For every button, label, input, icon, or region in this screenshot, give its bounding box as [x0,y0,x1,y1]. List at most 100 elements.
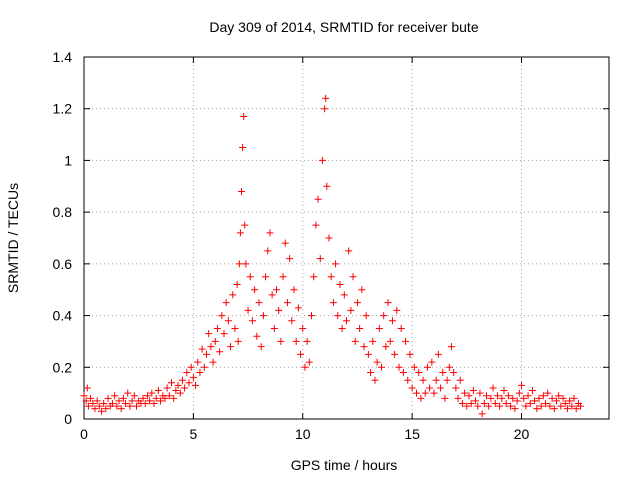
data-point [288,317,296,325]
data-point [240,112,248,120]
data-point [345,247,353,255]
data-point [100,399,108,407]
data-point [520,394,528,402]
data-point [229,291,237,299]
data-point [384,299,392,307]
data-point [393,306,401,314]
data-point [126,402,134,410]
data-point [257,343,265,351]
data-point [432,376,440,384]
data-point [297,350,305,358]
data-point [476,389,484,397]
data-point [316,255,324,263]
data-point [577,402,585,410]
data-point [277,337,285,345]
data-point [472,397,480,405]
data-point [415,368,423,376]
data-point [178,376,186,384]
data-point [192,381,200,389]
data-point [157,397,165,405]
data-point [474,402,482,410]
data-point [555,392,563,400]
data-point [327,273,335,281]
data-point [113,402,121,410]
y-tick-label: 0.4 [53,308,73,324]
data-point [445,363,453,371]
data-point [154,387,162,395]
data-point [176,389,184,397]
data-point [281,239,289,247]
data-point [244,306,252,314]
data-point [292,337,300,345]
data-point [537,402,545,410]
data-point [264,247,272,255]
data-point [539,392,547,400]
data-point [227,343,235,351]
data-point [163,384,171,392]
data-point [399,368,407,376]
data-point [279,273,287,281]
data-point [491,399,499,407]
data-point [165,392,173,400]
data-point [213,325,221,332]
data-point [382,343,390,351]
data-point [426,384,434,392]
data-point [246,273,254,281]
data-point [362,312,370,320]
data-point [487,394,495,402]
data-point [207,343,215,351]
data-point [406,350,414,358]
data-point [502,399,510,407]
data-point [211,337,219,345]
data-point [203,350,210,358]
data-point [128,397,136,405]
data-point [91,405,99,413]
data-point [290,286,298,294]
data-point [448,343,455,351]
data-point [83,384,91,392]
chart-title: Day 309 of 2014, SRMTID for receiver but… [209,19,478,35]
data-point [308,312,315,320]
data-point [454,394,462,402]
data-point [143,392,151,400]
data-point [150,399,158,407]
data-point [404,376,412,384]
data-point [332,260,340,268]
data-point [321,105,329,113]
data-point [268,291,276,299]
plot-frame [83,56,610,420]
data-point [397,325,405,332]
data-point [439,368,447,376]
data-point [220,330,228,338]
data-point [531,397,539,405]
data-point [561,399,569,407]
data-point [95,402,103,410]
data-point [194,358,202,366]
data-point [183,368,191,376]
data-point [336,281,344,289]
data-point [224,317,232,325]
data-point [349,273,357,281]
x-tick-label: 15 [404,426,420,442]
data-point [428,358,436,366]
data-point [318,156,326,164]
data-point [102,405,110,413]
y-axis-label: SRMTID / TECUs [5,183,21,293]
y-tick-label: 0.2 [53,359,73,375]
data-point [518,381,525,389]
data-point [546,402,554,410]
data-point [572,405,580,413]
data-point [463,402,471,410]
data-point [93,397,101,405]
data-point [498,394,506,402]
data-point [312,221,320,229]
data-point [216,348,224,356]
data-point [122,399,130,407]
data-point [360,343,368,351]
data-point [434,350,442,358]
data-point [489,384,497,392]
data-point [388,317,396,325]
y-tick-label: 0.6 [53,256,73,272]
data-point [483,392,490,400]
data-point [80,392,88,400]
